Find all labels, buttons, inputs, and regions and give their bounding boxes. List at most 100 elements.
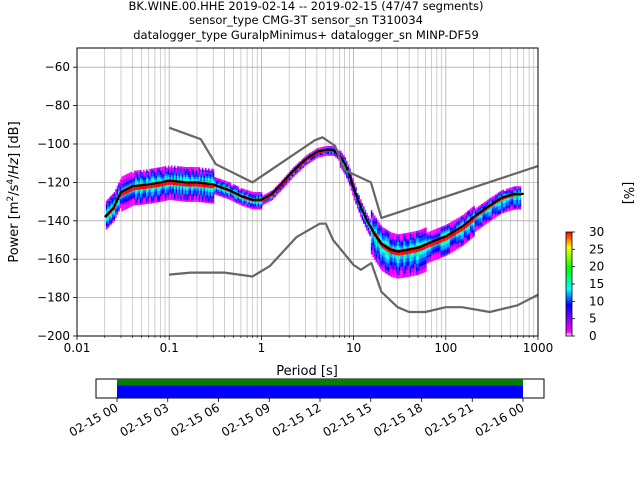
heat-cell (519, 203, 522, 206)
heat-cell (442, 229, 444, 233)
heat-cell (451, 246, 453, 249)
heat-cell (518, 205, 520, 208)
heat-cell (166, 186, 168, 190)
heat-cell (187, 178, 190, 181)
heat-cell (473, 213, 475, 216)
heat-cell (383, 266, 385, 269)
heat-cell (186, 170, 188, 174)
heat-cell (513, 207, 515, 210)
heat-cell (183, 199, 185, 202)
heat-cell (453, 226, 455, 229)
heat-cell (178, 166, 181, 169)
heat-cell (163, 191, 165, 194)
heat-cell (229, 192, 232, 195)
heat-cell (422, 247, 424, 251)
heat-cell (408, 261, 410, 264)
heat-cell (153, 187, 156, 190)
heat-cell (240, 203, 243, 206)
heat-cell (516, 190, 519, 193)
heat-cell (174, 198, 176, 201)
heat-cell (164, 192, 167, 196)
heat-cell (200, 175, 202, 178)
heat-cell (473, 223, 475, 226)
heat-cell (127, 179, 130, 182)
heat-cell (431, 243, 433, 247)
heat-cell (411, 262, 413, 265)
heat-cell (377, 224, 379, 227)
heat-cell (308, 157, 311, 160)
heat-cell (431, 242, 433, 245)
heat-cell (158, 186, 161, 189)
colorbar-tick-label: 20 (589, 260, 604, 274)
heat-cell (136, 172, 139, 175)
heat-cell (149, 170, 151, 173)
heat-cell (445, 232, 447, 235)
heat-cell (465, 231, 467, 234)
heat-cell (146, 171, 148, 174)
heat-cell (141, 181, 143, 184)
heat-cell (201, 196, 204, 199)
heat-cell (223, 180, 226, 183)
heat-cell (146, 194, 148, 197)
heat-cell (307, 154, 309, 157)
heat-cell (377, 227, 379, 231)
heat-cell (246, 205, 249, 208)
heat-cell (420, 263, 422, 267)
heat-cell (493, 203, 495, 206)
heat-cell (412, 243, 415, 246)
heat-cell (198, 192, 201, 195)
heat-cell (442, 245, 444, 248)
heat-cell (443, 238, 446, 242)
heat-cell (191, 188, 193, 191)
heat-cell (175, 192, 178, 195)
heat-cell (507, 192, 509, 195)
heat-cell (429, 248, 432, 251)
heat-cell (457, 232, 460, 236)
heat-cell (341, 168, 343, 171)
heat-cell (301, 167, 303, 170)
heat-cell (476, 215, 478, 218)
heat-cell (437, 243, 440, 246)
heat-cell (389, 252, 391, 256)
heat-cell (184, 178, 187, 181)
heat-cell (510, 206, 512, 209)
heat-cell (107, 225, 109, 228)
heat-cell (468, 223, 471, 226)
heat-cell (144, 202, 147, 205)
heat-cell (409, 243, 412, 246)
heat-cell (150, 174, 153, 177)
heat-cell (127, 194, 130, 197)
heat-cell (490, 207, 492, 210)
heat-cell (386, 262, 388, 265)
heat-cell (508, 197, 511, 200)
heat-cell (201, 186, 204, 190)
heat-cell (158, 167, 161, 170)
heat-cell (511, 190, 514, 193)
heat-cell (129, 197, 131, 200)
heat-cell (181, 174, 184, 177)
heat-cell (180, 185, 182, 188)
heat-cell (490, 209, 492, 212)
heat-cell (519, 195, 522, 199)
heat-cell (404, 254, 407, 257)
heat-cell (387, 261, 390, 264)
heat-cell (287, 173, 289, 176)
heat-cell (180, 177, 182, 181)
heat-cell (146, 178, 148, 182)
heat-cell (218, 188, 221, 191)
heat-cell (184, 168, 187, 172)
heat-cell (378, 243, 381, 246)
heat-cell (201, 167, 204, 170)
heat-cell (364, 209, 367, 212)
heat-cell (403, 275, 405, 278)
heat-cell (330, 151, 333, 154)
heat-cell (499, 200, 502, 204)
heat-cell (420, 231, 422, 234)
heat-cell (116, 201, 119, 204)
heat-cell (318, 155, 320, 158)
heat-cell (251, 201, 254, 204)
heat-cell (491, 200, 494, 203)
heat-cell (490, 212, 492, 216)
heat-cell (397, 262, 399, 266)
heat-cell (454, 221, 457, 224)
